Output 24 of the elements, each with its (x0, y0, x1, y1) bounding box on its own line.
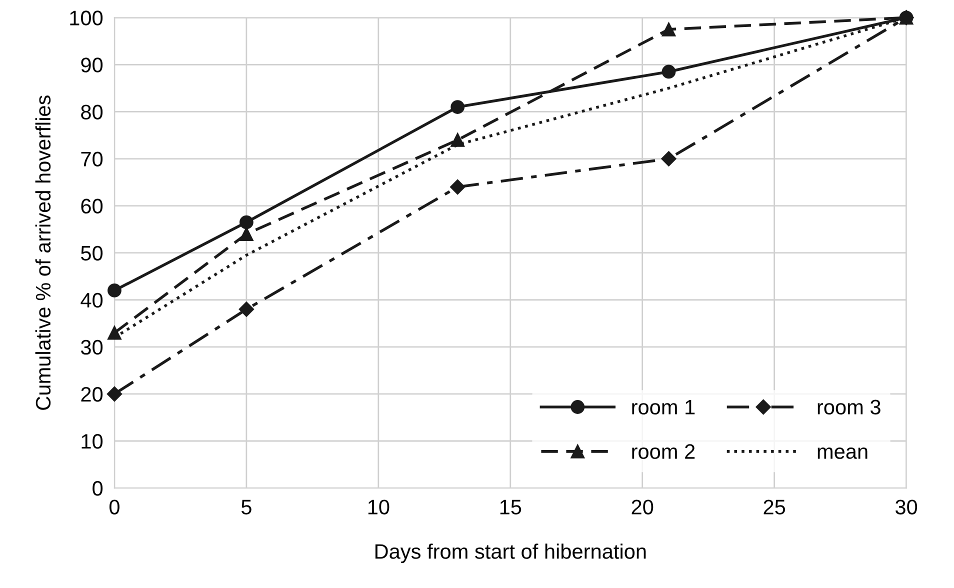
y-tick-label: 80 (81, 104, 103, 120)
y-tick-label: 10 (82, 434, 103, 449)
x-tick-label: 25 (764, 500, 786, 514)
y-tick-label: 30 (80, 340, 103, 355)
y-tick-label: 50 (81, 246, 103, 261)
y-tick-label: 100 (70, 10, 103, 26)
legend-label: room 2 (632, 444, 695, 459)
x-tick-label: 5 (241, 500, 252, 514)
legend-label: room 3 (818, 400, 880, 414)
x-axis-title: Days from start of hibernation (375, 544, 646, 563)
legend-label: room 1 (632, 400, 695, 414)
y-tick-label: 60 (81, 198, 103, 214)
y-axis-title: Cumulative % of arrived hoverflies (35, 96, 51, 410)
y-tick-label: 90 (81, 58, 103, 72)
x-tick-label: 20 (632, 500, 654, 514)
x-tick-label: 10 (368, 500, 390, 514)
x-tick-label: 0 (110, 500, 120, 514)
y-tick-label: 0 (92, 481, 103, 496)
x-tick-label: 15 (500, 500, 522, 514)
y-tick-label: 20 (81, 386, 103, 402)
y-tick-label: 40 (80, 292, 103, 308)
x-tick-label: 30 (896, 500, 918, 514)
y-tick-label: 70 (81, 152, 103, 167)
legend-label: mean (818, 448, 868, 459)
